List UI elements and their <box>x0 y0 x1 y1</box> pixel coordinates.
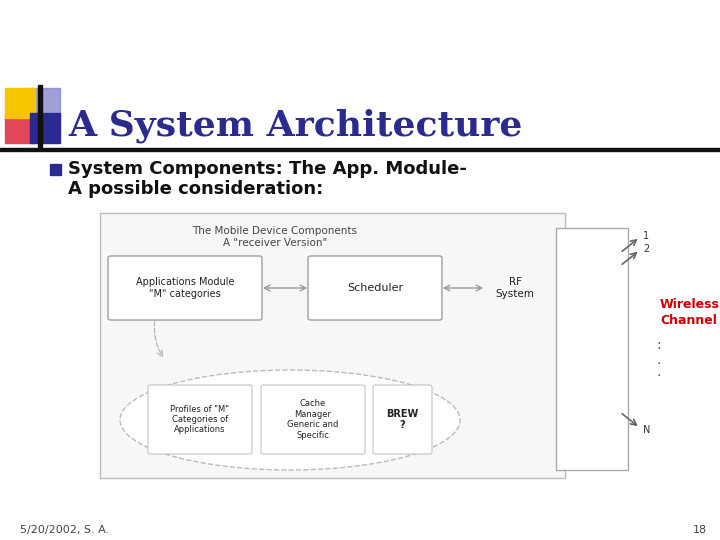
Text: Scheduler: Scheduler <box>347 283 403 293</box>
Text: 2: 2 <box>643 244 649 254</box>
Bar <box>556 228 628 470</box>
FancyBboxPatch shape <box>261 385 365 454</box>
Text: Wireless: Wireless <box>660 299 720 312</box>
Text: Channel: Channel <box>660 314 717 327</box>
Bar <box>50 164 61 175</box>
Ellipse shape <box>120 370 460 470</box>
Text: 1: 1 <box>643 231 649 241</box>
Text: 18: 18 <box>693 525 707 535</box>
Bar <box>30 88 60 118</box>
FancyBboxPatch shape <box>373 385 432 454</box>
Bar <box>5 88 35 118</box>
Text: Applications Module
"M" categories: Applications Module "M" categories <box>136 277 234 299</box>
Text: The Mobile Device Components: The Mobile Device Components <box>192 226 358 236</box>
Text: System Components: The App. Module-: System Components: The App. Module- <box>68 160 467 178</box>
Bar <box>100 213 565 478</box>
Bar <box>30 113 60 143</box>
Text: A "receiver Version": A "receiver Version" <box>223 238 327 248</box>
Text: .: . <box>656 365 660 379</box>
Bar <box>0 148 720 151</box>
FancyBboxPatch shape <box>148 385 252 454</box>
FancyBboxPatch shape <box>108 256 262 320</box>
Text: RF
System: RF System <box>495 277 534 299</box>
Text: A System Architecture: A System Architecture <box>68 109 523 143</box>
Text: .: . <box>656 353 660 367</box>
Bar <box>5 113 35 143</box>
Text: 5/20/2002, S. A.: 5/20/2002, S. A. <box>20 525 109 535</box>
Text: Cache
Manager
Generic and
Specific: Cache Manager Generic and Specific <box>287 400 338 440</box>
Bar <box>38 85 42 147</box>
Text: :: : <box>656 338 661 352</box>
Text: Profiles of "M"
Categories of
Applications: Profiles of "M" Categories of Applicatio… <box>171 404 230 434</box>
Text: BREW
?: BREW ? <box>387 409 418 430</box>
Text: N: N <box>643 425 650 435</box>
FancyBboxPatch shape <box>308 256 442 320</box>
Text: A possible consideration:: A possible consideration: <box>68 180 323 198</box>
